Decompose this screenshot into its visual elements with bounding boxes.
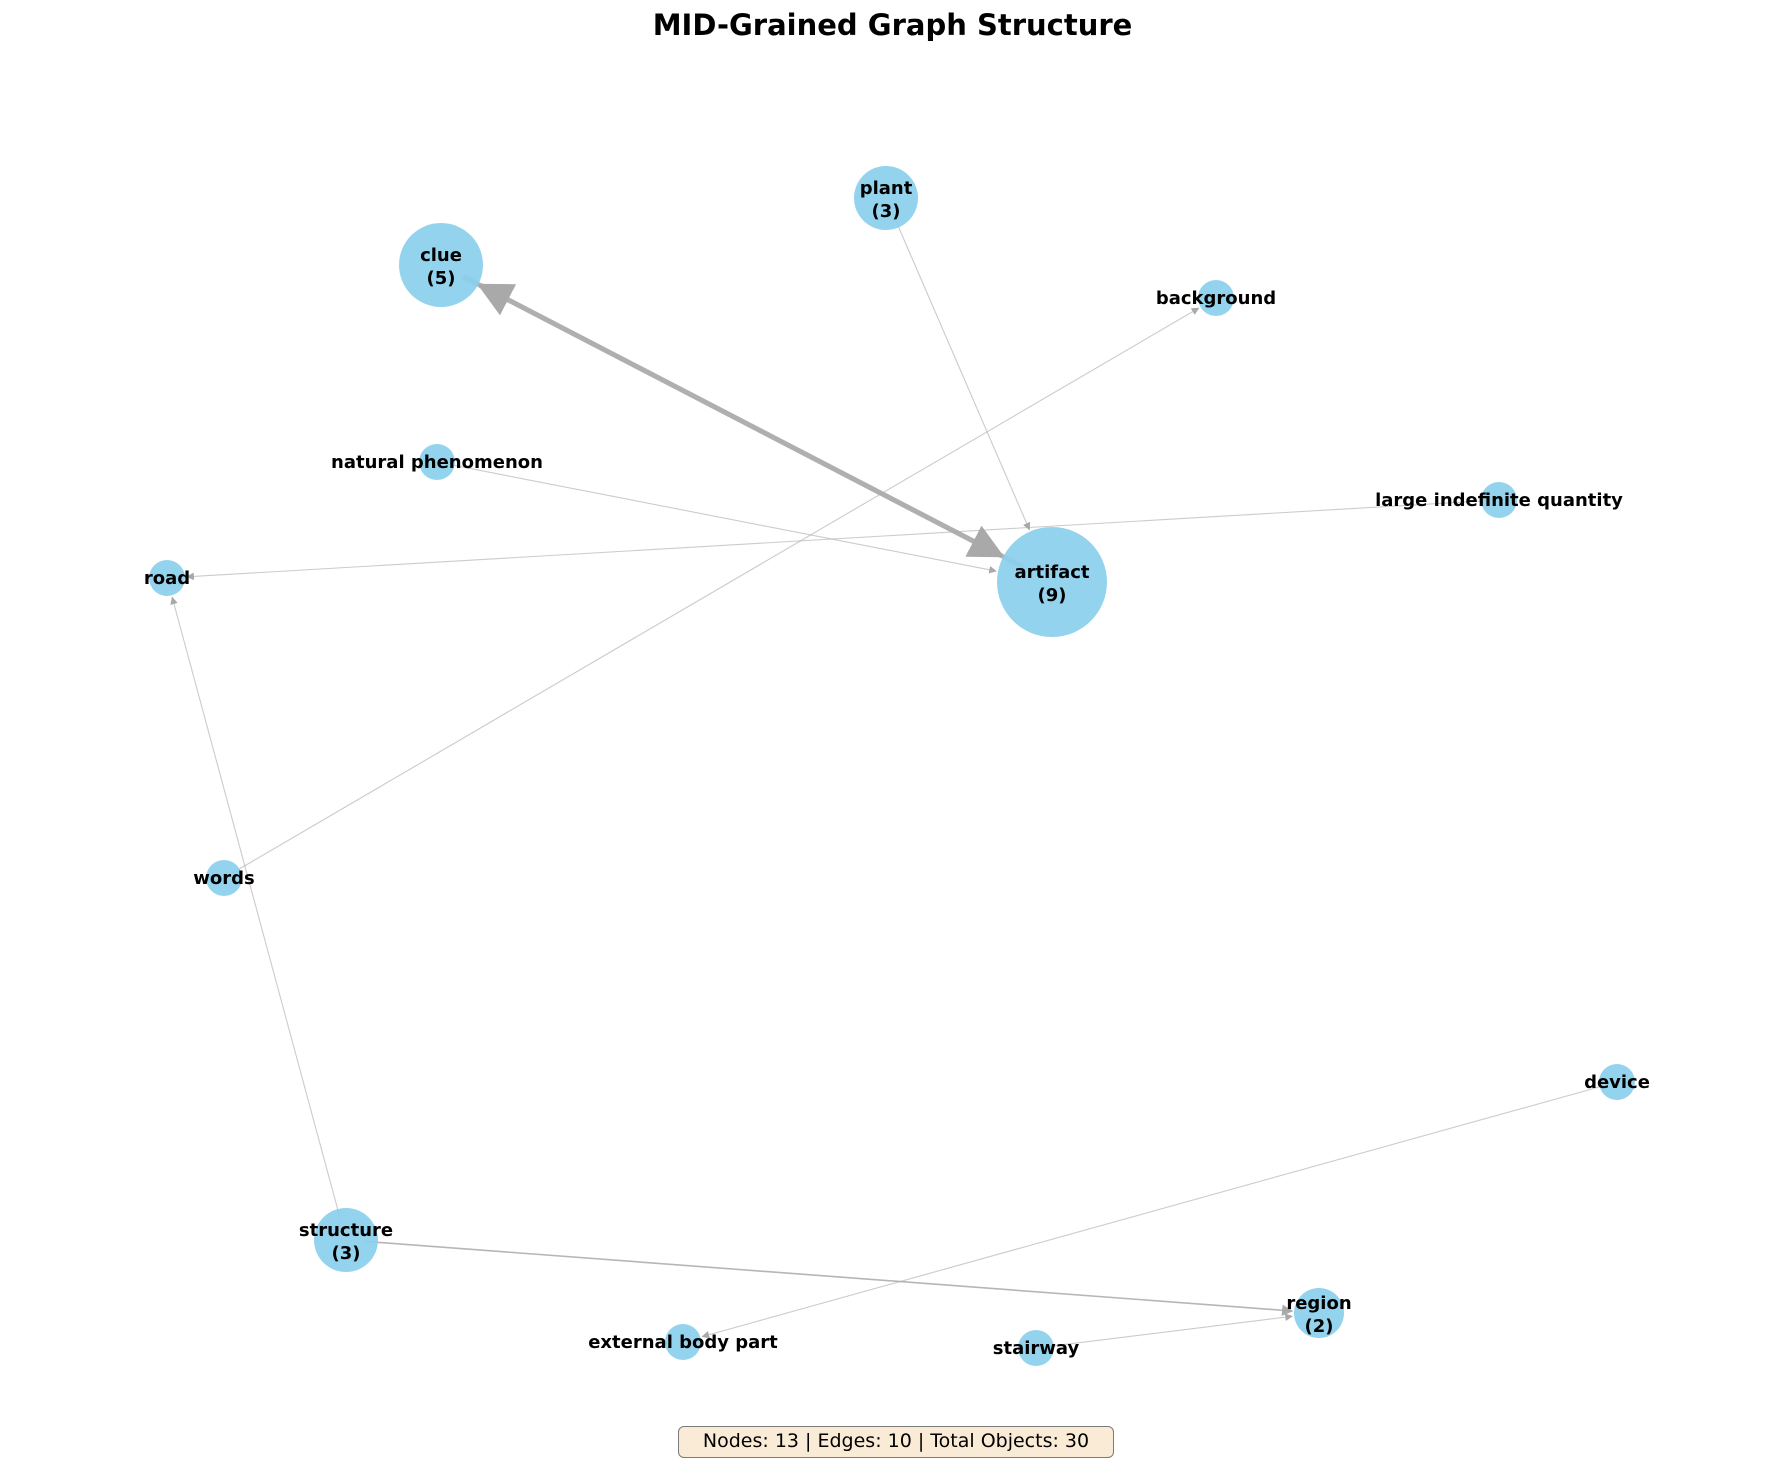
edge-device-to-external-body-part bbox=[702, 1085, 1606, 1337]
node-device[interactable]: device bbox=[1584, 1064, 1650, 1100]
node-count-plant: (3) bbox=[872, 201, 901, 222]
node-structure[interactable]: structure(3) bbox=[299, 1208, 393, 1272]
node-label-clue: clue bbox=[420, 245, 462, 266]
node-region[interactable]: region(2) bbox=[1286, 1288, 1351, 1338]
node-count-region: (2) bbox=[1305, 1316, 1334, 1337]
node-label-plant: plant bbox=[860, 178, 913, 199]
edges-layer bbox=[172, 216, 1606, 1347]
edge-natural-phenomenon-to-artifact bbox=[448, 464, 997, 571]
node-label-stairway: stairway bbox=[993, 1338, 1080, 1359]
node-label-words: words bbox=[193, 868, 254, 889]
node-count-structure: (3) bbox=[332, 1243, 361, 1264]
edge-large-indefinite-quantity-to-road bbox=[187, 501, 1488, 577]
node-large-indefinite-quantity[interactable]: large indefinite quantity bbox=[1375, 482, 1623, 518]
edge-stairway-to-region bbox=[1047, 1316, 1293, 1346]
node-label-artifact: artifact bbox=[1014, 562, 1089, 583]
node-road[interactable]: road bbox=[144, 560, 190, 596]
node-label-road: road bbox=[144, 568, 190, 589]
node-label-large-indefinite-quantity: large indefinite quantity bbox=[1375, 490, 1623, 511]
edge-structure-to-road bbox=[172, 597, 341, 1221]
node-label-background: background bbox=[1156, 288, 1276, 309]
node-label-structure: structure bbox=[299, 1220, 393, 1241]
node-external-body-part[interactable]: external body part bbox=[588, 1324, 778, 1360]
edge-structure-to-region bbox=[365, 1241, 1292, 1311]
node-background[interactable]: background bbox=[1156, 280, 1276, 316]
node-natural-phenomenon[interactable]: natural phenomenon bbox=[331, 444, 543, 480]
edge-artifact-to-clue bbox=[480, 285, 1023, 567]
node-stairway[interactable]: stairway bbox=[993, 1330, 1080, 1366]
graph-stats-box: Nodes: 13 | Edges: 10 | Total Objects: 3… bbox=[678, 1426, 1114, 1458]
node-artifact[interactable]: artifact(9) bbox=[997, 527, 1107, 637]
node-plant[interactable]: plant(3) bbox=[854, 166, 918, 230]
node-label-natural-phenomenon: natural phenomenon bbox=[331, 452, 543, 473]
node-clue[interactable]: clue(5) bbox=[399, 223, 483, 307]
node-label-device: device bbox=[1584, 1072, 1650, 1093]
node-count-artifact: (9) bbox=[1038, 585, 1067, 606]
node-label-region: region bbox=[1286, 1293, 1351, 1314]
edge-plant-to-artifact bbox=[894, 216, 1030, 530]
node-count-clue: (5) bbox=[427, 268, 456, 289]
node-label-external-body-part: external body part bbox=[588, 1332, 778, 1353]
